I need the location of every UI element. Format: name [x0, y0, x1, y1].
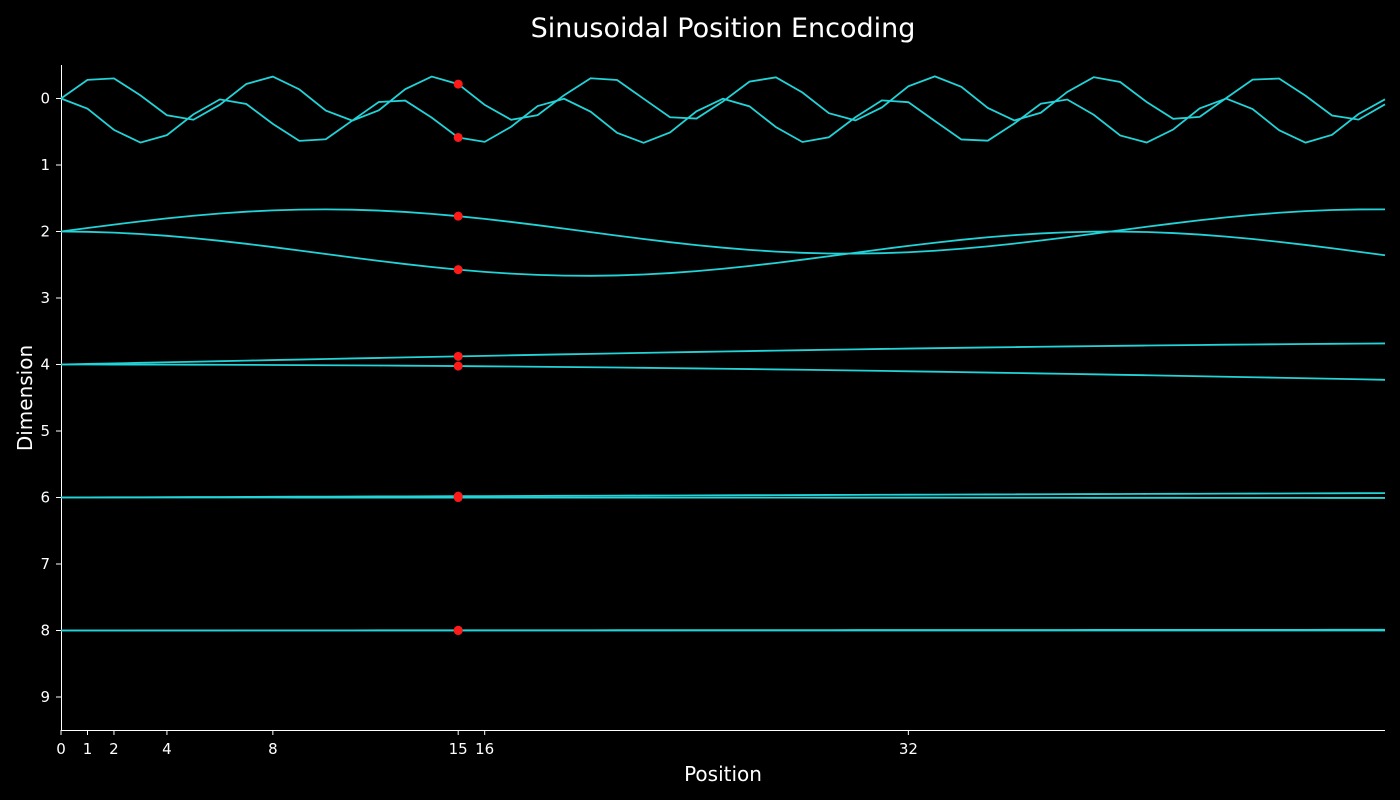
- y-tick-label: 4: [40, 356, 50, 374]
- y-axis-ticks: 0 1 2 3 4 5 6 7 8 9: [40, 90, 61, 706]
- y-tick-label: 1: [40, 156, 50, 174]
- x-tick-label: 0: [56, 740, 66, 758]
- x-axis-ticks: 0 1 2 4 8 15 16 32: [56, 730, 918, 758]
- series-line-dim-4: [60, 342, 1386, 366]
- series-line-dim-5: [60, 363, 1386, 381]
- x-tick-label: 15: [449, 740, 468, 758]
- chart-title: Sinusoidal Position Encoding: [531, 13, 916, 44]
- x-tick-label: 32: [899, 740, 918, 758]
- x-axis-label: Position: [684, 762, 762, 786]
- highlight-marker-dim-2: [453, 211, 463, 221]
- series-lines: [60, 75, 1386, 632]
- highlight-marker-dim-1: [453, 132, 463, 142]
- x-tick-label: 1: [83, 740, 93, 758]
- series-line-dim-0: [60, 75, 1386, 122]
- y-tick-label: 9: [40, 688, 50, 706]
- x-tick-label: 2: [109, 740, 119, 758]
- y-axis-label: Dimension: [13, 345, 37, 451]
- y-tick-label: 2: [40, 223, 50, 241]
- series-line-dim-2: [60, 208, 1386, 255]
- y-tick-label: 8: [40, 622, 50, 640]
- highlight-marker-dim-9: [453, 626, 463, 636]
- highlight-marker-dim-3: [453, 265, 463, 275]
- highlight-marker-dim-7: [453, 493, 463, 503]
- highlight-marker-dim-5: [453, 361, 463, 371]
- y-tick-label: 0: [40, 90, 50, 108]
- series-line-dim-1: [60, 97, 1386, 144]
- highlight-markers: [453, 79, 463, 636]
- highlight-marker-dim-4: [453, 351, 463, 361]
- y-tick-label: 5: [40, 422, 50, 440]
- y-tick-label: 3: [40, 289, 50, 307]
- series-line-dim-3: [60, 230, 1386, 277]
- highlight-marker-dim-0: [453, 79, 463, 89]
- x-tick-label: 16: [475, 740, 494, 758]
- y-tick-label: 6: [40, 489, 50, 507]
- x-tick-label: 4: [162, 740, 172, 758]
- x-tick-label: 8: [268, 740, 278, 758]
- y-tick-label: 7: [40, 555, 50, 573]
